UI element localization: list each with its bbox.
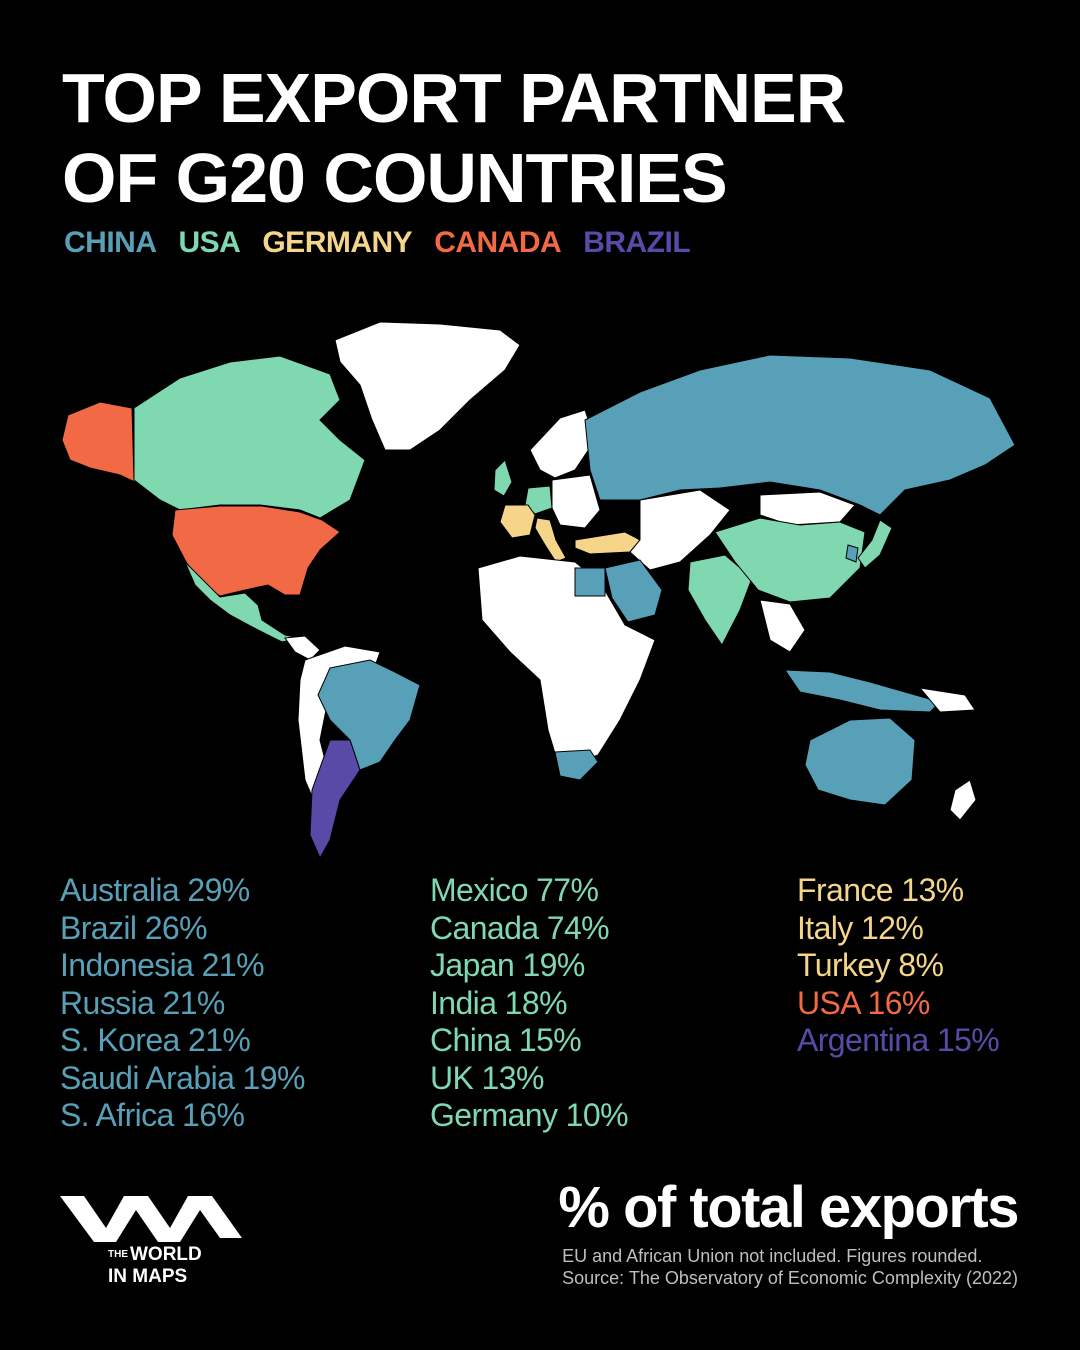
brand-the: THE [108,1249,128,1260]
map-canada [133,355,366,519]
map-australia [804,717,916,806]
map-argentina [309,739,361,860]
column-usa-partners: Mexico 77% Canada 74% Japan 19% India 18% Ch… [430,872,629,1135]
partner-entry: Indonesia 21% [60,947,265,983]
map-saudi-arabia [604,559,663,623]
partner-entry: Canada 74% [430,909,610,946]
partner-entry: Japan 19% [430,947,585,983]
map-russia [584,354,1016,516]
source-note: EU and African Union not included. Figur… [562,1245,1018,1289]
map-scandinavia [529,409,596,479]
column-other-partners: France 13% Italy 12% Turkey 8% USA 16% Argen… [797,872,1000,1060]
title-line-2: OF G20 COUNTRIES [62,139,728,217]
brand-wordmark: THE WORLD IN MAPS [108,1244,202,1288]
title-line-1: TOP EXPORT PARTNER [62,59,846,137]
partner-entry: Russia 21% [60,984,225,1021]
map-papua [918,687,976,713]
map-turkey [574,531,641,555]
map-southeast-asia [759,599,806,653]
world-map [61,321,1016,860]
brand-line-2: IN MAPS [108,1266,188,1287]
map-uk [493,459,513,497]
partner-entry: Saudi Arabia 19% [60,1059,305,1096]
partner-entry: UK 13% [430,1059,544,1096]
column-china-partners: Australia 29% Brazil 26% Indonesia 21% Russ… [60,872,305,1135]
partner-entry: Australia 29% [60,872,250,908]
partner-entry: China 15% [430,1022,582,1058]
map-new-zealand [949,779,977,821]
map-egypt [574,567,606,597]
map-greenland [334,321,521,451]
note-line-2: Source: The Observatory of Economic Comp… [562,1268,1018,1288]
map-china [714,517,866,603]
partner-entry: France 13% [797,872,964,908]
map-japan [857,519,893,569]
partner-entry: India 18% [430,984,568,1021]
partner-entry: Mexico 77% [430,872,599,908]
map-south-korea [845,544,859,563]
map-central-america [284,635,321,661]
partner-entry: Italy 12% [797,909,924,946]
map-brazil [317,659,421,771]
wm-logo-icon [60,1196,242,1242]
map-indonesia [784,669,941,713]
map-south-africa [554,749,599,781]
subtitle: % of total exports [558,1175,1019,1240]
partner-entry: S. Africa 16% [60,1097,245,1133]
partner-entry: Argentina 15% [797,1022,1000,1058]
legend-germany: GERMANY [262,226,413,259]
legend-usa: USA [178,226,241,259]
map-france [499,504,536,539]
partner-entry: Germany 10% [430,1097,629,1133]
map-eastern-europe [551,474,601,529]
legend-china: CHINA [64,226,157,259]
map-alaska [61,401,153,491]
partner-entry: Turkey 8% [797,947,944,983]
partner-entry: S. Korea 21% [60,1022,251,1058]
partner-entry: Brazil 26% [60,909,208,946]
note-line-1: EU and African Union not included. Figur… [562,1246,983,1266]
map-india [687,554,753,646]
map-legend: CHINA USA GERMANY CANADA BRAZIL [64,226,691,260]
page-title: TOP EXPORT PARTNER OF G20 COUNTRIES [62,58,846,218]
map-germany [524,485,553,515]
brand-line-1: WORLD [130,1244,202,1265]
partner-entry: USA 16% [797,984,930,1021]
legend-canada: CANADA [434,226,562,259]
legend-brazil: BRAZIL [583,226,691,259]
map-central-asia [629,489,731,571]
